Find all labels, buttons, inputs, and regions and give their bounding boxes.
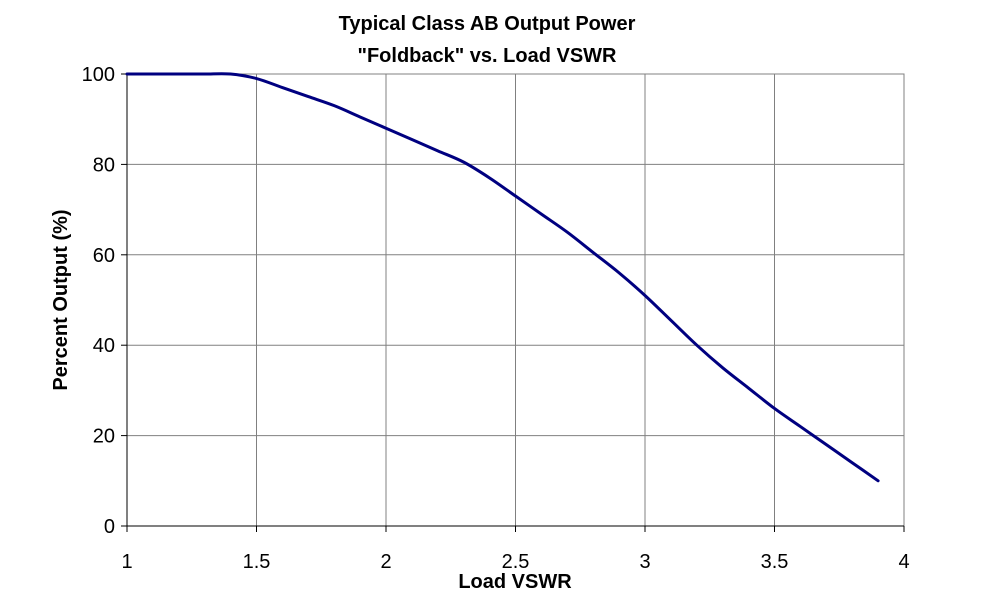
- y-tick-label: 40: [93, 335, 115, 357]
- x-tick-label: 4: [898, 551, 909, 573]
- series-line-0: [125, 72, 880, 483]
- y-tick-label: 0: [104, 516, 115, 538]
- x-tick-label: 1: [121, 551, 132, 573]
- x-tick-label: 3.5: [761, 551, 789, 573]
- y-axis-title: Percent Output (%): [50, 209, 72, 390]
- x-axis-title: Load VSWR: [458, 571, 572, 593]
- series-layer: [125, 72, 880, 483]
- x-tick-label: 2.5: [502, 551, 530, 573]
- chart-subtitle: "Foldback" vs. Load VSWR: [357, 45, 617, 67]
- y-tick-label: 20: [93, 426, 115, 448]
- x-tick-label: 1.5: [243, 551, 271, 573]
- grid: [127, 74, 904, 526]
- chart-title: Typical Class AB Output Power: [339, 13, 636, 35]
- axes: [121, 73, 905, 532]
- x-tick-label: 3: [639, 551, 650, 573]
- y-tick-label: 80: [93, 154, 115, 176]
- y-tick-label: 60: [93, 245, 115, 267]
- tick-labels: 0 20 40 60 80 100 1 1.5 2 2.5 3 3.5 4: [82, 64, 910, 573]
- x-tick-label: 2: [380, 551, 391, 573]
- y-tick-label: 100: [82, 64, 115, 86]
